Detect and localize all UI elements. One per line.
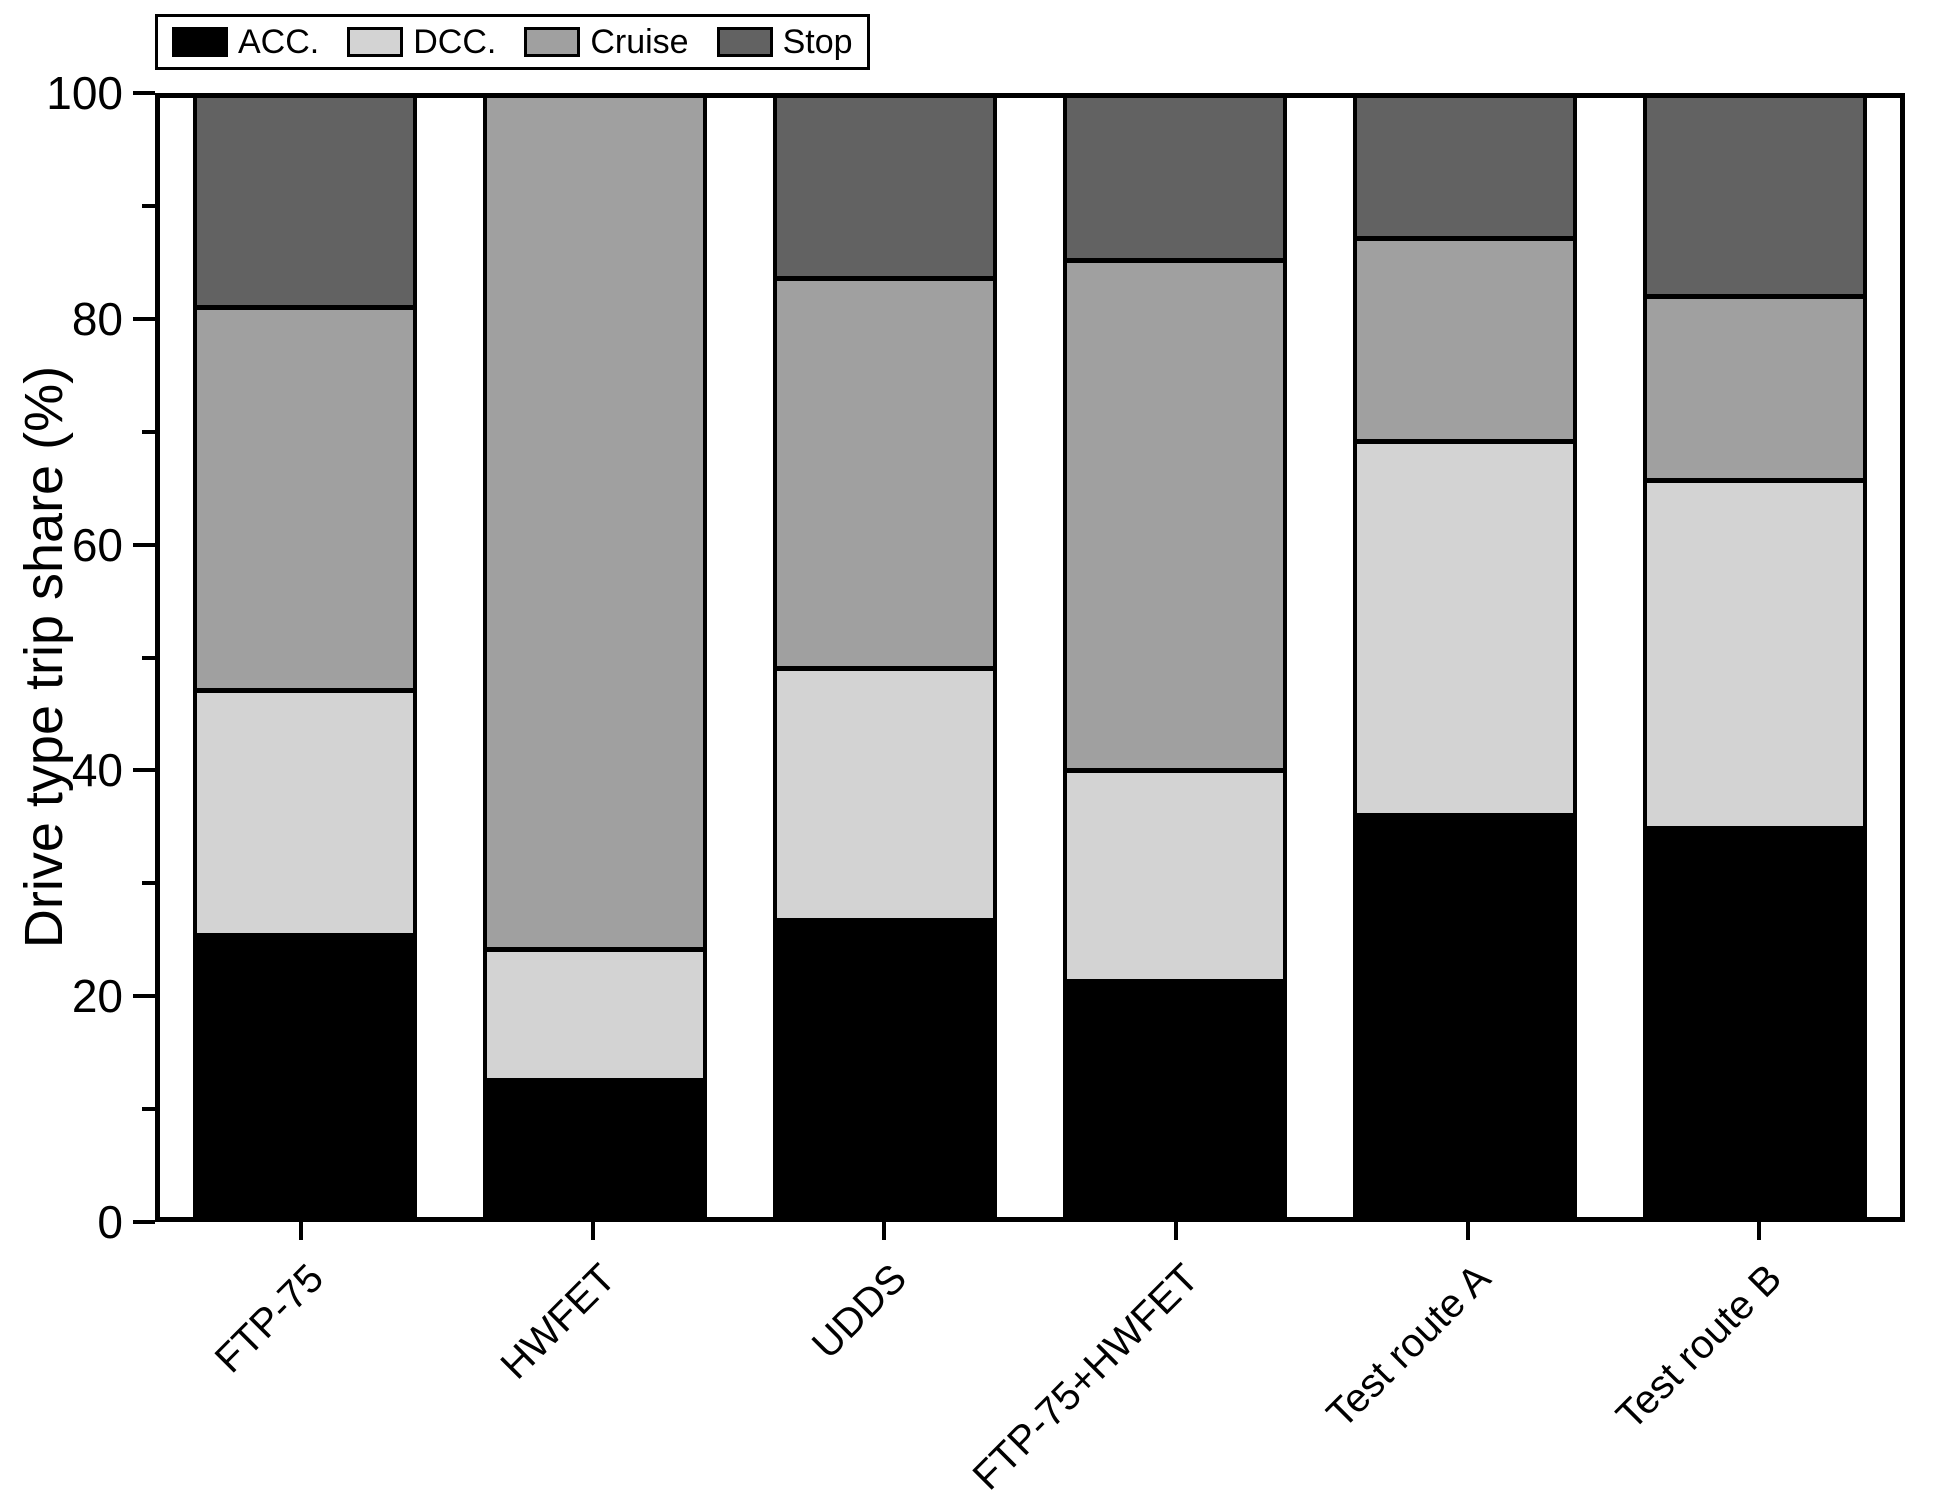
x-axis-tick-label: FTP-75+HWFET <box>964 1256 1207 1498</box>
bar-segment-acc <box>777 918 993 1217</box>
bar <box>1353 98 1577 1217</box>
x-axis-tick-label: Test route A <box>1318 1256 1499 1437</box>
legend-item: ACC. <box>172 23 319 61</box>
x-axis-tick-label: FTP-75 <box>206 1256 332 1382</box>
y-axis-major-tick <box>133 91 155 95</box>
bar-segment-cruise <box>777 275 993 667</box>
legend-label: ACC. <box>238 23 320 61</box>
bar-slot <box>740 98 1030 1217</box>
bar-segment-dcc <box>1647 478 1863 827</box>
bar-slot <box>1030 98 1320 1217</box>
bar <box>773 98 997 1217</box>
bar-slot <box>1320 98 1610 1217</box>
bar-segment-acc <box>197 932 413 1217</box>
legend-item: Cruise <box>524 23 689 61</box>
bars-container <box>160 98 1900 1217</box>
y-axis-tick-label: 20 <box>71 970 123 1023</box>
bar-segment-stop <box>1067 98 1283 259</box>
bar-slot <box>450 98 740 1217</box>
x-axis-tick <box>590 1222 595 1240</box>
y-axis-tick-label: 80 <box>71 292 123 345</box>
bar <box>193 98 417 1217</box>
y-axis-tick-label: 0 <box>97 1196 123 1248</box>
y-axis: 0 20 40 60 80 100 <box>0 69 155 1246</box>
y-axis-minor-tick <box>142 429 155 434</box>
bar-segment-acc <box>1647 826 1863 1217</box>
x-axis-tick <box>1465 1222 1470 1240</box>
legend-item: Stop <box>716 23 853 61</box>
bar-segment-dcc <box>197 687 413 933</box>
bar-segment-stop <box>1647 98 1863 294</box>
legend-label: Stop <box>782 23 853 61</box>
y-axis-major-tick <box>133 542 155 547</box>
legend-label: DCC. <box>413 23 497 61</box>
x-axis: FTP-75 HWFET UDDS FTP-75+HWFET Test route A T… <box>155 1222 1905 1498</box>
x-axis-tick <box>1757 1222 1762 1240</box>
y-axis-tick-label: 40 <box>71 744 123 797</box>
y-axis-tick-label: 60 <box>71 518 123 571</box>
legend-label: Cruise <box>590 23 689 61</box>
bar-segment-cruise <box>197 305 413 688</box>
bar-slot <box>1610 98 1900 1217</box>
bar-segment-dcc <box>1357 439 1573 814</box>
legend-item: DCC. <box>347 23 496 61</box>
bar <box>1063 98 1287 1217</box>
bar-segment-dcc <box>487 947 703 1079</box>
bar-segment-cruise <box>487 98 703 948</box>
bar-segment-acc <box>1067 978 1283 1217</box>
legend-swatch <box>716 27 773 57</box>
bar-segment-stop <box>197 98 413 305</box>
bar-slot <box>160 98 450 1217</box>
x-axis-tick-label: Test route B <box>1608 1256 1791 1439</box>
y-axis-major-tick <box>133 994 155 999</box>
y-axis-major-tick <box>133 768 155 773</box>
y-axis-major-tick <box>133 1220 155 1224</box>
legend-swatch <box>172 27 228 57</box>
x-axis-tick <box>298 1222 303 1240</box>
x-axis-tick-label: UDDS <box>804 1256 916 1368</box>
plot-area <box>155 93 1905 1222</box>
bar-segment-cruise <box>1357 235 1573 440</box>
x-axis-tick <box>1173 1222 1178 1240</box>
y-axis-minor-tick <box>142 203 155 208</box>
legend-swatch <box>347 27 404 57</box>
bar-segment-acc <box>1357 813 1573 1217</box>
bar-segment-stop <box>777 98 993 276</box>
bar-segment-dcc <box>1067 768 1283 979</box>
legend-swatch <box>524 27 581 57</box>
y-axis-major-tick <box>133 316 155 321</box>
bar-segment-dcc <box>777 666 993 919</box>
y-axis-tick-label: 100 <box>46 67 123 119</box>
bar <box>1643 98 1867 1217</box>
bar <box>483 98 707 1217</box>
x-axis-tick <box>882 1222 887 1240</box>
bar-segment-cruise <box>1647 293 1863 479</box>
x-axis-tick-label: HWFET <box>491 1256 624 1388</box>
y-axis-minor-tick <box>142 1107 155 1112</box>
bar-segment-cruise <box>1067 258 1283 769</box>
y-axis-minor-tick <box>142 881 155 886</box>
y-axis-minor-tick <box>142 655 155 660</box>
chart-legend: ACC. DCC. Cruise Stop <box>155 14 870 70</box>
bar-segment-stop <box>1357 98 1573 236</box>
bar-segment-acc <box>487 1078 703 1217</box>
